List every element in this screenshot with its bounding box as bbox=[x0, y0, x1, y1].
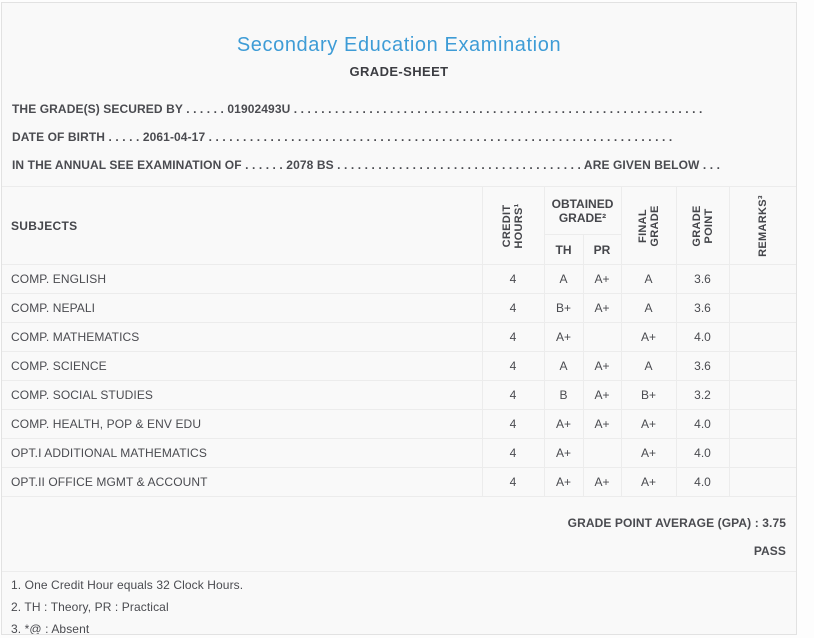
remarks-cell bbox=[728, 351, 796, 381]
credit-hours-rotated-label: CREDIT HOURS¹ bbox=[501, 202, 525, 249]
grade-sheet-subtitle: GRADE-SHEET bbox=[349, 64, 449, 79]
pr-grade-cell: A+ bbox=[582, 467, 622, 497]
gpa-value: 3.75 bbox=[762, 516, 786, 530]
final-grade-cell: A bbox=[620, 351, 677, 381]
table-row: COMP. ENGLISH 4 A A+ A 3.6 bbox=[2, 264, 796, 294]
candidate-info-section: THE GRADE(S) SECURED BY . . . . . . 0190… bbox=[2, 95, 796, 179]
table-row: COMP. HEALTH, POP & ENV EDU 4 A+ A+ A+ 4… bbox=[2, 409, 796, 439]
subject-cell: COMP. HEALTH, POP & ENV EDU bbox=[2, 409, 483, 439]
credit-hours-cell: 4 bbox=[481, 293, 545, 323]
grade-sheet-card: Secondary Education Examination GRADE-SH… bbox=[1, 2, 797, 635]
subject-cell: OPT.II OFFICE MGMT & ACCOUNT bbox=[2, 467, 483, 497]
remarks-cell bbox=[728, 467, 796, 497]
table-row: COMP. SOCIAL STUDIES 4 B A+ B+ 3.2 bbox=[2, 380, 796, 410]
page-title: Secondary Education Examination bbox=[236, 34, 562, 56]
footnote-credit-hour: 1. One Credit Hour equals 32 Clock Hours… bbox=[11, 578, 244, 592]
remarks-rotated-label: REMARKS³ bbox=[756, 194, 769, 257]
credit-hours-cell: 4 bbox=[481, 264, 545, 294]
info-line-secured-by: THE GRADE(S) SECURED BY . . . . . . 0190… bbox=[12, 102, 703, 116]
pr-grade-cell: A+ bbox=[582, 293, 622, 323]
credit-hours-cell: 4 bbox=[481, 409, 545, 439]
final-grade-rotated-label: FINAL GRADE bbox=[636, 204, 661, 247]
pr-grade-cell: A+ bbox=[582, 264, 622, 294]
column-header-th: TH bbox=[544, 234, 584, 265]
th-grade-cell: A bbox=[543, 264, 584, 294]
grade-point-rotated-label: GRADE POINT bbox=[690, 204, 715, 247]
result-summary-section: GRADE POINT AVERAGE (GPA) : 3.75 PASS bbox=[2, 497, 796, 572]
final-grade-cell: A+ bbox=[620, 438, 677, 468]
subject-cell: COMP. SOCIAL STUDIES bbox=[2, 380, 483, 410]
table-row: COMP. MATHEMATICS 4 A+ A+ 4.0 bbox=[2, 322, 796, 352]
credit-hours-cell: 4 bbox=[481, 438, 545, 468]
final-grade-cell: A bbox=[620, 293, 677, 323]
grade-point-cell: 3.6 bbox=[675, 351, 730, 381]
credit-hours-cell: 4 bbox=[481, 351, 545, 381]
grade-point-cell: 3.6 bbox=[675, 264, 730, 294]
footnote-absent: 3. *@ : Absent bbox=[11, 622, 90, 635]
grades-table-header: SUBJECTS CREDIT HOURS¹ OBTAINED GRADE² F… bbox=[2, 186, 796, 265]
grade-point-cell: 3.6 bbox=[675, 293, 730, 323]
column-header-obtained-grade: OBTAINED GRADE² bbox=[543, 186, 622, 235]
credit-hours-cell: 4 bbox=[481, 322, 545, 352]
final-grade-cell: A+ bbox=[620, 467, 677, 497]
subjects-header-label: SUBJECTS bbox=[11, 218, 78, 233]
th-grade-cell: B+ bbox=[543, 293, 584, 323]
column-header-remarks: REMARKS³ bbox=[728, 186, 796, 265]
final-grade-cell: A+ bbox=[620, 409, 677, 439]
gpa-label: GRADE POINT AVERAGE (GPA) : bbox=[567, 516, 759, 530]
subject-cell: OPT.I ADDITIONAL MATHEMATICS bbox=[2, 438, 483, 468]
th-grade-cell: A bbox=[543, 351, 584, 381]
table-row: COMP. SCIENCE 4 A A+ A 3.6 bbox=[2, 351, 796, 381]
subject-cell: COMP. MATHEMATICS bbox=[2, 322, 483, 352]
remarks-cell bbox=[728, 293, 796, 323]
column-header-grade-point: GRADE POINT bbox=[675, 186, 730, 265]
pr-grade-cell bbox=[582, 322, 622, 352]
th-grade-cell: B bbox=[543, 380, 584, 410]
gpa-line: GRADE POINT AVERAGE (GPA) : 3.75 bbox=[12, 509, 786, 537]
remarks-cell bbox=[728, 322, 796, 352]
final-grade-cell: A bbox=[620, 264, 677, 294]
column-header-pr: PR bbox=[582, 234, 621, 265]
remarks-cell bbox=[728, 438, 796, 468]
subject-cell: COMP. SCIENCE bbox=[2, 351, 483, 381]
grades-table: SUBJECTS CREDIT HOURS¹ OBTAINED GRADE² F… bbox=[2, 186, 796, 497]
th-grade-cell: A+ bbox=[543, 322, 584, 352]
column-header-credit-hours: CREDIT HOURS¹ bbox=[481, 186, 545, 265]
column-header-final-grade: FINAL GRADE bbox=[620, 186, 677, 265]
subject-cell: COMP. NEPALI bbox=[2, 293, 483, 323]
th-grade-cell: A+ bbox=[543, 467, 584, 497]
info-line-date-of-birth: DATE OF BIRTH . . . . . 2061-04-17 . . .… bbox=[12, 130, 673, 144]
column-header-subjects: SUBJECTS bbox=[2, 186, 483, 265]
final-grade-cell: A+ bbox=[620, 322, 677, 352]
footnotes-section: 1. One Credit Hour equals 32 Clock Hours… bbox=[2, 572, 796, 635]
th-grade-cell: A+ bbox=[543, 409, 584, 439]
grade-point-cell: 4.0 bbox=[675, 322, 730, 352]
table-row: OPT.II OFFICE MGMT & ACCOUNT 4 A+ A+ A+ … bbox=[2, 467, 796, 497]
remarks-cell bbox=[728, 409, 796, 439]
credit-hours-cell: 4 bbox=[481, 467, 545, 497]
subject-cell: COMP. ENGLISH bbox=[2, 264, 483, 294]
grade-point-cell: 4.0 bbox=[675, 438, 730, 468]
table-row: COMP. NEPALI 4 B+ A+ A 3.6 bbox=[2, 293, 796, 323]
info-line-exam-year: IN THE ANNUAL SEE EXAMINATION OF . . . .… bbox=[12, 158, 721, 172]
table-row: OPT.I ADDITIONAL MATHEMATICS 4 A+ A+ 4.0 bbox=[2, 438, 796, 468]
pr-grade-cell: A+ bbox=[582, 351, 622, 381]
grade-point-cell: 3.2 bbox=[675, 380, 730, 410]
th-grade-cell: A+ bbox=[543, 438, 584, 468]
remarks-cell bbox=[728, 380, 796, 410]
result-status: PASS bbox=[753, 544, 786, 558]
final-grade-cell: B+ bbox=[620, 380, 677, 410]
pr-grade-cell: A+ bbox=[582, 409, 622, 439]
footnote-th-pr: 2. TH : Theory, PR : Practical bbox=[11, 600, 169, 614]
remarks-cell bbox=[728, 264, 796, 294]
pr-grade-cell: A+ bbox=[582, 380, 622, 410]
grade-point-cell: 4.0 bbox=[675, 409, 730, 439]
pr-grade-cell bbox=[582, 438, 622, 468]
grade-point-cell: 4.0 bbox=[675, 467, 730, 497]
credit-hours-cell: 4 bbox=[481, 380, 545, 410]
